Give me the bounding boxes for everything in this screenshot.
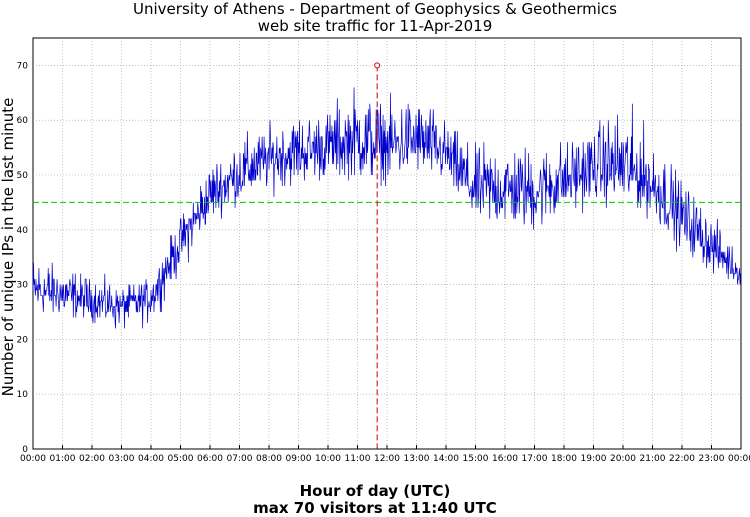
x-tick-label: 16:00: [492, 454, 518, 464]
y-tick-label: 30: [17, 281, 29, 291]
x-tick-label: 20:00: [610, 454, 636, 464]
x-tick-label: 03:00: [109, 454, 135, 464]
x-tick-label: 13:00: [404, 454, 430, 464]
x-tick-label: 00:00: [728, 454, 750, 464]
x-tick-label: 09:00: [286, 454, 312, 464]
plot-frame: [32, 37, 742, 450]
x-tick-label: 18:00: [551, 454, 577, 464]
x-tick-label: 10:00: [315, 454, 341, 464]
x-tick-label: 22:00: [669, 454, 695, 464]
x-tick-label: 12:00: [374, 454, 400, 464]
y-tick-label: 20: [17, 335, 29, 345]
x-tick-label: 14:00: [433, 454, 459, 464]
x-tick-label: 15:00: [463, 454, 489, 464]
chart-subtitle: web site traffic for 11-Apr-2019: [257, 17, 493, 35]
y-tick-label: 70: [17, 61, 29, 71]
y-axis-label: Number of unique IPs in the last minute: [0, 97, 17, 397]
max-visitors-note: max 70 visitors at 11:40 UTC: [253, 499, 497, 517]
y-tick-label: 40: [17, 226, 29, 236]
x-tick-label: 01:00: [50, 454, 76, 464]
y-tick-label: 60: [17, 116, 29, 126]
x-tick-label: 00:00: [20, 454, 46, 464]
x-tick-label: 05:00: [168, 454, 194, 464]
x-tick-label: 21:00: [640, 454, 666, 464]
x-tick-label: 08:00: [256, 454, 282, 464]
x-tick-label: 07:00: [227, 454, 253, 464]
x-axis-label: Hour of day (UTC): [299, 482, 451, 500]
max-marker-point: [374, 62, 381, 69]
x-tick-label: 02:00: [79, 454, 105, 464]
x-tick-label: 11:00: [345, 454, 371, 464]
x-tick-label: 06:00: [197, 454, 223, 464]
traffic-series-line: [32, 87, 741, 329]
y-tick-label: 10: [17, 390, 29, 400]
x-tick-label: 19:00: [581, 454, 607, 464]
y-tick-label: 50: [17, 171, 29, 181]
x-tick-label: 17:00: [522, 454, 548, 464]
x-tick-label: 04:00: [138, 454, 164, 464]
chart-title: University of Athens - Department of Geo…: [133, 0, 617, 18]
x-tick-label: 23:00: [699, 454, 725, 464]
y-tick-label: 0: [22, 445, 28, 455]
